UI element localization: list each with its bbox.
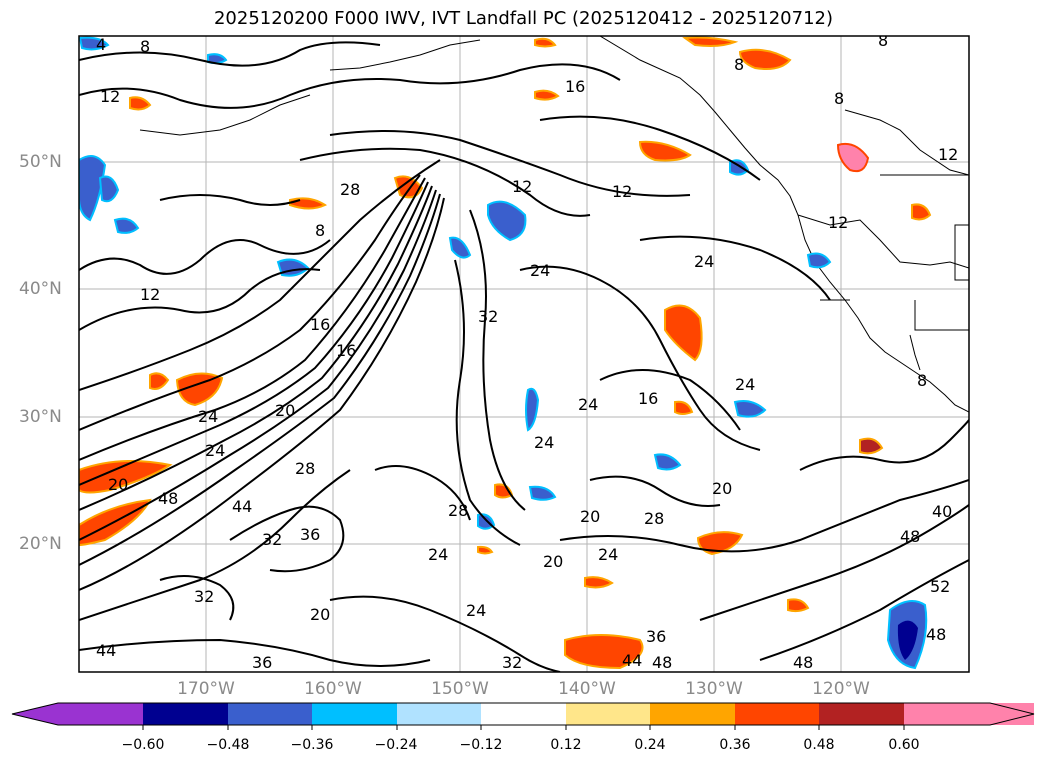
colorbar-segment xyxy=(650,703,735,725)
contour-label: 24 xyxy=(198,407,218,426)
contour-label: 8 xyxy=(834,89,844,108)
contour-label: 40 xyxy=(932,502,952,521)
lat-label: 40°N xyxy=(19,279,62,299)
colorbar-segment xyxy=(819,703,904,725)
contour-label: 16 xyxy=(310,315,330,334)
iwv-contours xyxy=(79,41,969,672)
contour-label: 24 xyxy=(534,433,554,452)
contour-label: 48 xyxy=(926,625,946,644)
contour-label: 32 xyxy=(502,653,522,672)
contour-label: 12 xyxy=(100,87,120,106)
colorbar-tick-label: −0.60 xyxy=(121,737,165,753)
lat-label: 20°N xyxy=(19,534,62,554)
contour-label: 48 xyxy=(900,527,920,546)
contour-label: 20 xyxy=(108,475,128,494)
colorbar-tick-label: 0.48 xyxy=(803,737,835,753)
contour-label: 44 xyxy=(96,641,116,660)
lat-label: 30°N xyxy=(19,407,62,427)
contour-label: 24 xyxy=(466,601,486,620)
lon-label: 140°W xyxy=(558,679,616,699)
colorbar-segment xyxy=(143,703,228,725)
contour-label: 24 xyxy=(598,545,618,564)
map-plot: 4 8 8 12 12 12 12 12 16 16 16 20 20 20 2… xyxy=(78,31,970,673)
contour-label: 8 xyxy=(734,55,744,74)
contour-label: 24 xyxy=(428,545,448,564)
colorbar-tick-label: −0.24 xyxy=(374,737,418,753)
colorbar-segment xyxy=(312,703,397,725)
contour-label: 48 xyxy=(652,653,672,672)
contour-label: 28 xyxy=(448,501,468,520)
contour-label: 28 xyxy=(340,180,360,199)
contour-label: 28 xyxy=(644,509,664,528)
contour-label: 32 xyxy=(262,530,282,549)
colorbar-tick-label: 0.60 xyxy=(888,737,920,753)
colorbar-tick-label: −0.36 xyxy=(290,737,334,753)
contour-label: 36 xyxy=(300,525,320,544)
colorbar-tick-label: −0.12 xyxy=(459,737,503,753)
colorbar-segment xyxy=(735,703,819,725)
contour-label: 32 xyxy=(194,587,214,606)
colorbar-tick-label: 0.24 xyxy=(634,737,666,753)
contour-label: 8 xyxy=(315,221,325,240)
contour-labels: 4 8 8 12 12 12 12 12 16 16 16 20 20 20 2… xyxy=(96,31,958,672)
colorbar-segment xyxy=(397,703,481,725)
map-title: 2025120200 F000 IWV, IVT Landfall PC (20… xyxy=(213,8,834,29)
contour-label: 20 xyxy=(275,401,295,420)
contour-label: 44 xyxy=(232,497,252,516)
contour-label: 48 xyxy=(158,489,178,508)
contour-label: 4 xyxy=(96,35,106,54)
colorbar-segment xyxy=(566,703,650,725)
contour-label: 36 xyxy=(646,627,666,646)
map-frame xyxy=(78,35,970,673)
contour-label: 44 xyxy=(622,651,642,670)
contour-label: 32 xyxy=(478,307,498,326)
colorbar-extend-max xyxy=(990,703,1034,725)
contour-label: 16 xyxy=(336,341,356,360)
contour-label: 20 xyxy=(310,605,330,624)
contour-label: 36 xyxy=(252,653,272,672)
contour-label: 8 xyxy=(140,37,150,56)
contour-label: 16 xyxy=(565,77,585,96)
contour-label: 8 xyxy=(878,31,888,50)
ocean-background xyxy=(79,36,969,672)
contour-label: 12 xyxy=(512,177,532,196)
contour-label: 24 xyxy=(205,441,225,460)
colorbar-outline xyxy=(11,702,1035,726)
colorbar-segment xyxy=(481,703,566,725)
colorbar-tick-label: 0.36 xyxy=(719,737,751,753)
contour-label: 12 xyxy=(612,182,632,201)
contour-label: 28 xyxy=(295,459,315,478)
contour-label: 24 xyxy=(530,261,550,280)
lon-label: 150°W xyxy=(431,679,489,699)
lon-label: 120°W xyxy=(812,679,870,699)
contour-label: 52 xyxy=(930,577,950,596)
lon-label: 170°W xyxy=(177,679,235,699)
contour-label: 48 xyxy=(793,653,813,672)
contour-label: 24 xyxy=(578,395,598,414)
lat-label: 50°N xyxy=(19,152,62,172)
contour-label: 12 xyxy=(938,145,958,164)
lon-label: 160°W xyxy=(304,679,362,699)
contour-label: 8 xyxy=(917,371,927,390)
contour-label: 20 xyxy=(543,552,563,571)
lon-label: 130°W xyxy=(685,679,743,699)
colorbar-extend-min xyxy=(12,703,58,725)
coastline xyxy=(139,36,969,413)
contour-label: 20 xyxy=(580,507,600,526)
colorbar-segments xyxy=(12,703,1034,730)
contour-label: 12 xyxy=(140,285,160,304)
colorbar-segment xyxy=(228,703,312,725)
contour-label: 16 xyxy=(638,389,658,408)
contour-label: 20 xyxy=(712,479,732,498)
colorbar xyxy=(11,702,1035,730)
colorbar-tick-label: −0.48 xyxy=(206,737,250,753)
contour-label: 24 xyxy=(735,375,755,394)
contour-label: 24 xyxy=(694,252,714,271)
colorbar-tick-label: 0.12 xyxy=(550,737,582,753)
contour-label: 12 xyxy=(828,213,848,232)
colorbar-segment xyxy=(58,703,143,725)
